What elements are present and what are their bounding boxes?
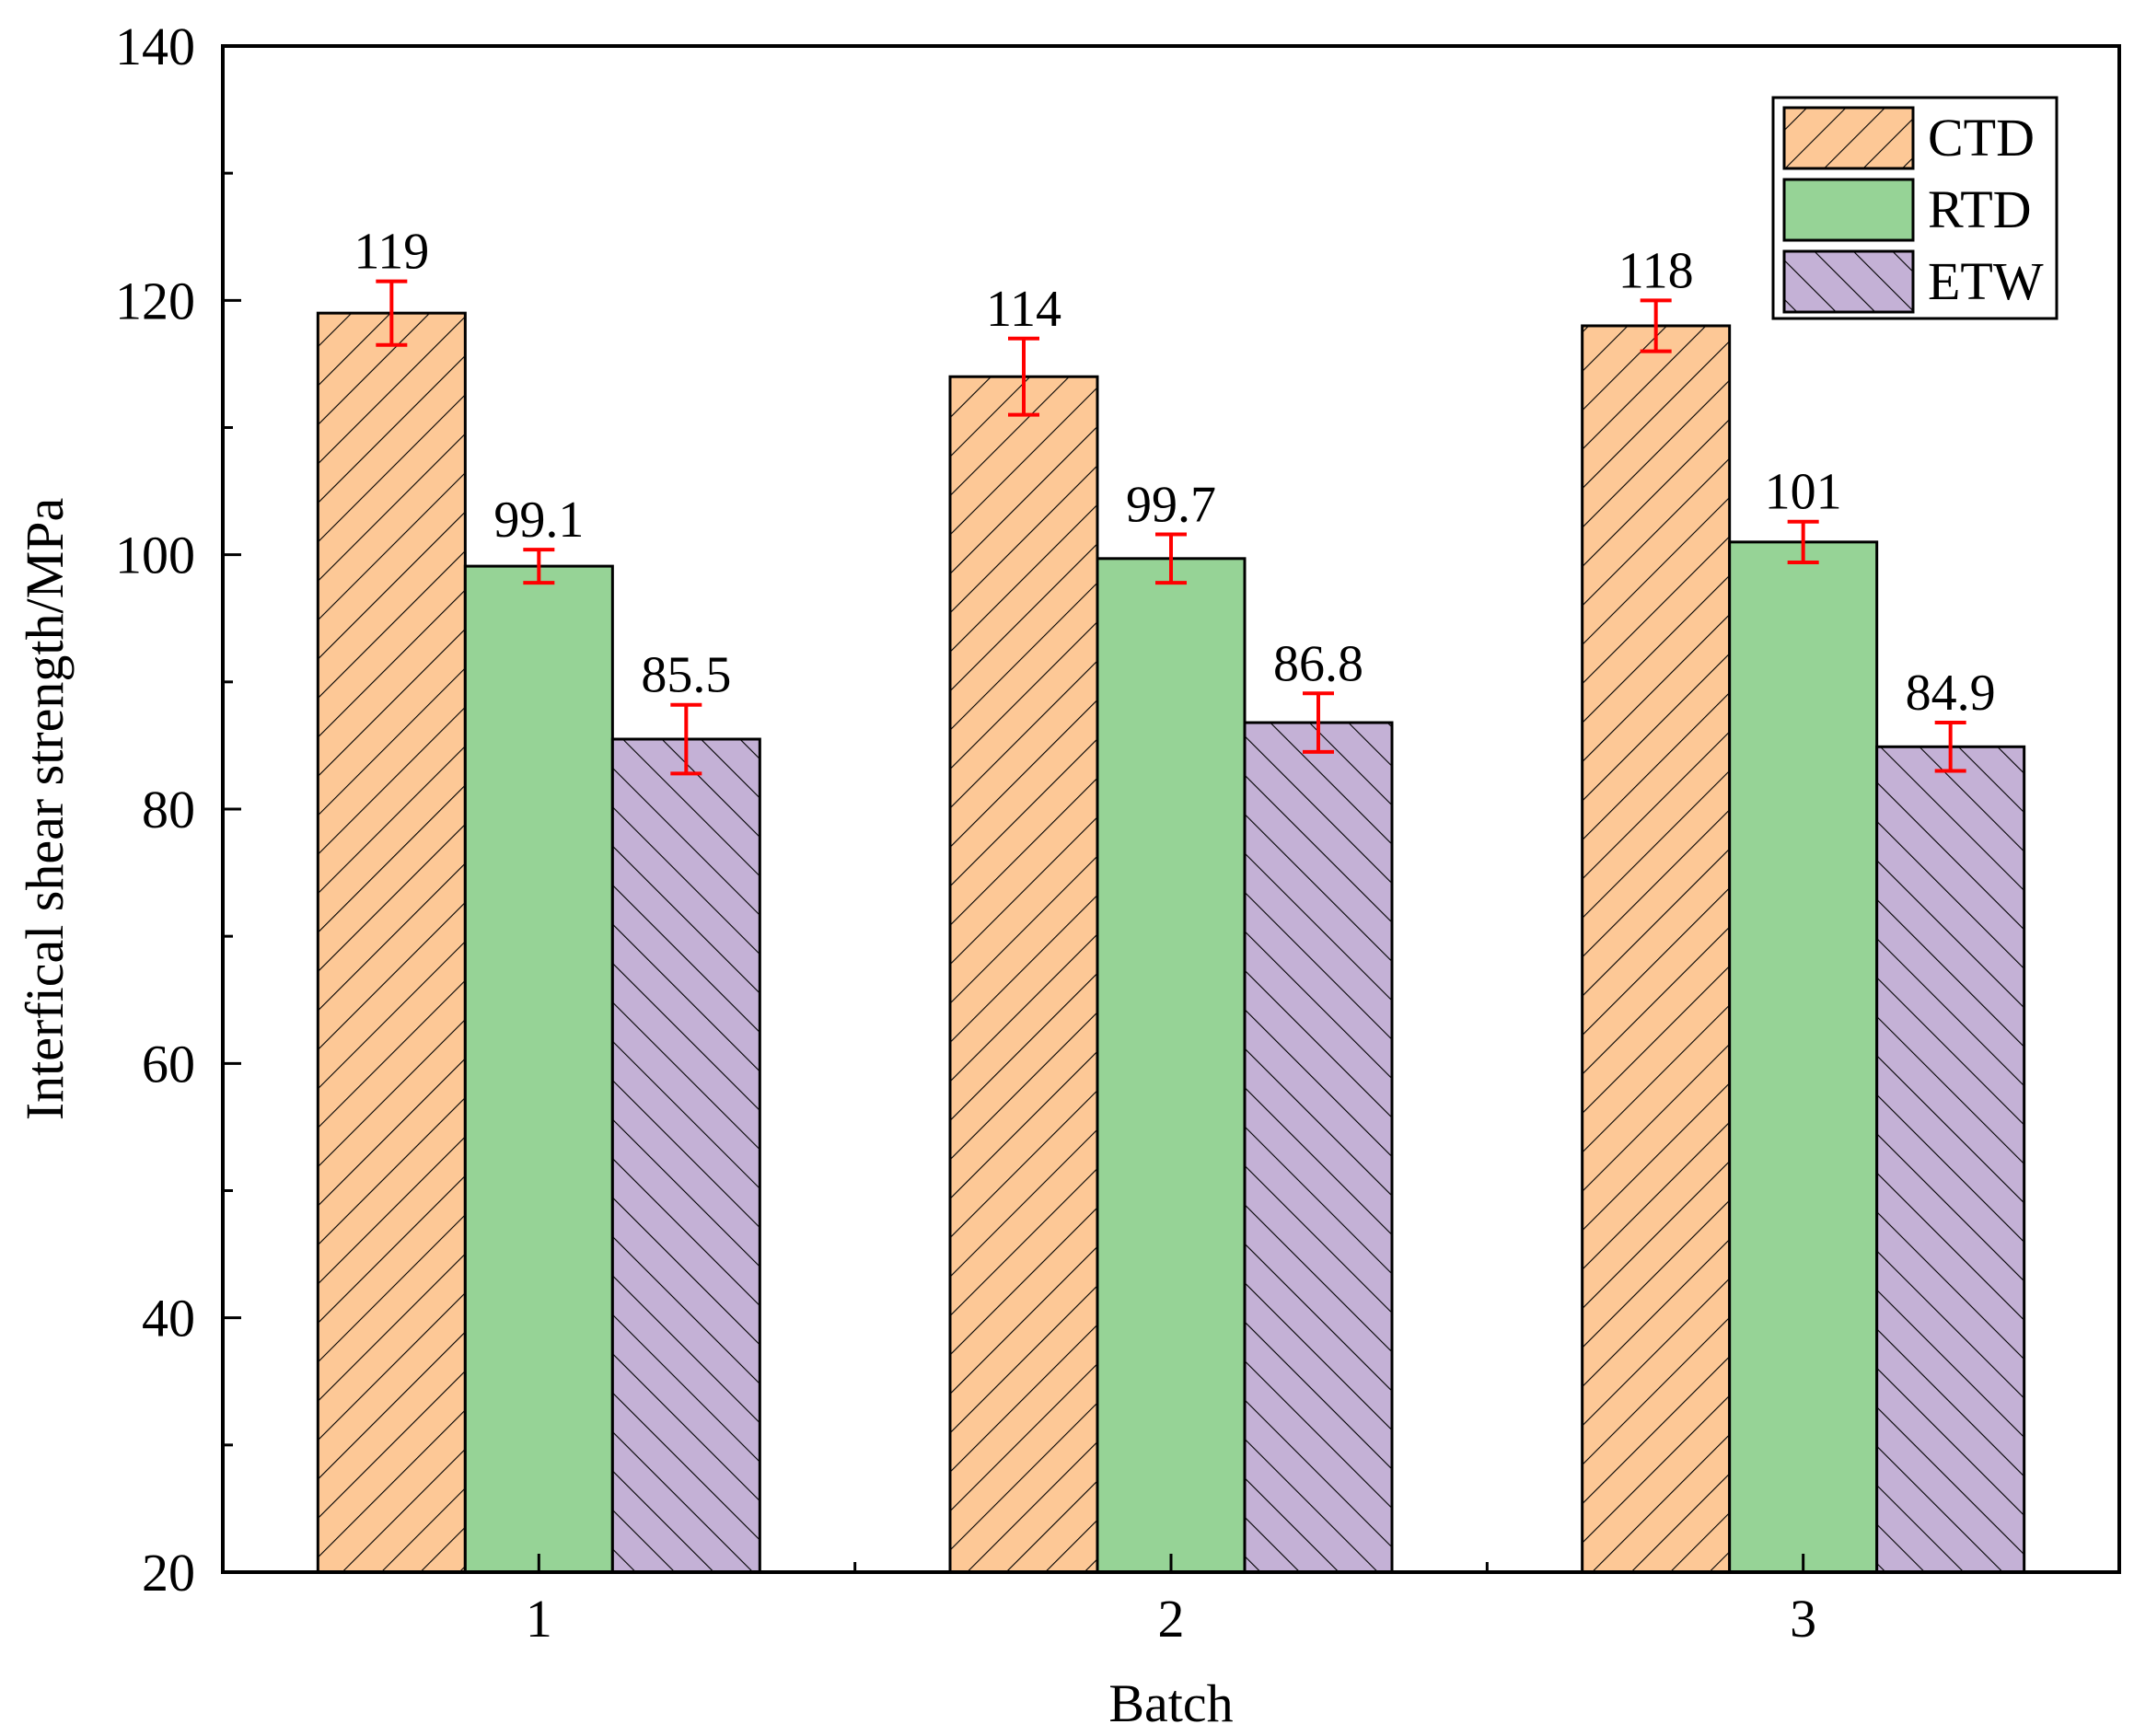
x-tick-label: 2: [1158, 1589, 1185, 1649]
legend-swatch-rtd: [1782, 178, 1915, 242]
bar-etw: [1243, 721, 1394, 1574]
legend: CTD RTD ETW: [1771, 96, 2059, 320]
bar-ctd: [1581, 324, 1732, 1574]
legend-label: ETW: [1928, 251, 2044, 311]
error-bar: [1303, 691, 1334, 754]
bars-layer: [316, 311, 2026, 1574]
error-bar: [1155, 532, 1187, 585]
y-tick-label: 20: [142, 1543, 195, 1603]
bar-value-label: 101: [1765, 464, 1842, 521]
y-axis: 20 40 60 80 100 120 140: [115, 17, 241, 1603]
bar-rtd: [1096, 557, 1247, 1574]
error-bar: [523, 548, 555, 585]
legend-label: CTD: [1928, 108, 2035, 168]
error-bars-layer: [376, 279, 1966, 776]
x-tick-label: 3: [1790, 1589, 1816, 1649]
legend-swatch-ctd: [1782, 106, 1915, 170]
y-tick-label: 100: [115, 526, 195, 585]
bar-rtd: [463, 564, 614, 1574]
x-axis: 1 2 3: [526, 1554, 1816, 1649]
bar-rtd: [1728, 540, 1879, 1574]
bar-labels-layer: 119 99.1 85.5 114 99.7 86.8 118 101 84.9: [354, 224, 1995, 722]
bar-ctd: [948, 375, 1099, 1574]
bar-value-label: 119: [354, 224, 429, 281]
bar-value-label: 85.5: [641, 647, 731, 704]
bar-value-label: 114: [986, 281, 1061, 338]
error-bar: [1008, 336, 1039, 417]
x-tick-label: 1: [526, 1589, 552, 1649]
error-bar: [1787, 519, 1819, 564]
x-axis-title: Batch: [1108, 1673, 1233, 1733]
bar-etw: [1875, 745, 2026, 1574]
bar-value-label: 99.1: [493, 492, 584, 549]
legend-label: RTD: [1928, 179, 2032, 239]
bar-etw: [610, 737, 761, 1574]
y-tick-label: 80: [142, 780, 195, 839]
bar-value-label: 84.9: [1906, 665, 1996, 722]
bar-value-label: 86.8: [1273, 635, 1363, 692]
y-axis-title: Interfical shear strength/MPa: [15, 498, 75, 1120]
bar-value-label: 118: [1618, 242, 1694, 299]
y-tick-label: 60: [142, 1034, 195, 1094]
error-bar: [1934, 721, 1966, 773]
y-tick-label: 140: [115, 17, 195, 76]
bar-value-label: 99.7: [1126, 477, 1216, 534]
error-bar: [1640, 298, 1672, 353]
y-tick-label: 40: [142, 1289, 195, 1348]
error-bar: [670, 702, 702, 776]
bar-ctd: [316, 311, 467, 1574]
legend-swatch-etw: [1782, 249, 1915, 314]
y-tick-label: 120: [115, 271, 195, 330]
error-bar: [376, 279, 408, 347]
